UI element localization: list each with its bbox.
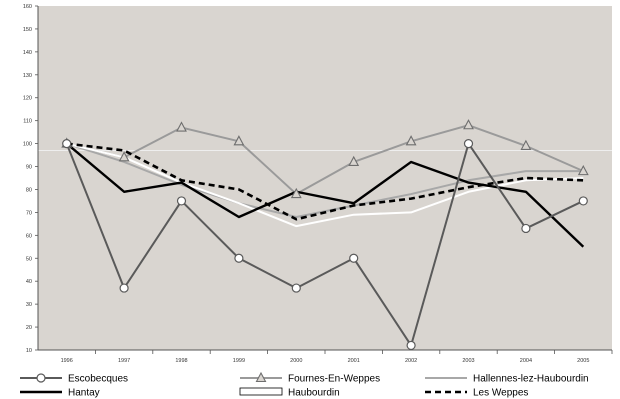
data-point-0-7 xyxy=(463,139,474,149)
series-lines xyxy=(61,119,589,351)
legend-marker xyxy=(36,373,46,383)
data-point-1-1 xyxy=(118,151,130,162)
data-point-0-1 xyxy=(119,283,129,293)
data-point-1-9 xyxy=(577,164,589,176)
legend-item-0: Escobecques xyxy=(20,373,128,385)
legend-item-3: Hantay xyxy=(20,388,100,399)
y-tick-label: 100 xyxy=(23,142,32,148)
x-tick-label: 2004 xyxy=(520,358,532,364)
data-point-1-2 xyxy=(176,121,187,132)
legend-label: Hallennes-lez-Haubourdin xyxy=(473,374,589,385)
y-tick-label: 50 xyxy=(26,256,32,262)
data-point-0-0 xyxy=(62,139,72,149)
data-point-1-8 xyxy=(520,139,532,150)
legend-item-4: Haubourdin xyxy=(239,387,340,399)
legend-swatch xyxy=(239,387,283,396)
legend-item-2: Hallennes-lez-Haubourdin xyxy=(425,374,589,385)
legend-label: Escobecques xyxy=(68,374,128,385)
y-tick-label: 80 xyxy=(26,187,32,193)
legend-label: Haubourdin xyxy=(288,388,340,399)
x-tick-label: 2000 xyxy=(290,358,302,364)
data-point-0-6 xyxy=(406,340,416,351)
series-line-1 xyxy=(66,124,584,196)
data-point-0-2 xyxy=(176,196,187,206)
x-tick-label: 2005 xyxy=(577,358,589,364)
series-line-0 xyxy=(65,142,584,347)
data-point-1-5 xyxy=(348,155,360,166)
y-tick-label: 40 xyxy=(26,279,32,285)
y-tick-label: 20 xyxy=(26,325,32,331)
data-point-0-5 xyxy=(349,253,359,263)
y-tick-label: 130 xyxy=(23,73,32,79)
legend-label: Hantay xyxy=(68,388,100,399)
data-point-1-7 xyxy=(463,119,474,130)
data-point-0-9 xyxy=(578,196,588,206)
data-point-0-8 xyxy=(521,223,531,234)
x-tick-label: 1997 xyxy=(118,358,130,364)
y-tick-label: 10 xyxy=(26,348,32,354)
x-tick-label: 1998 xyxy=(175,358,187,364)
y-tick-label: 160 xyxy=(23,4,32,10)
axes: 10 20 30 40 50 60 70 80 90 100 110 120 130 140 150 160 1… xyxy=(23,4,613,364)
y-tick-label: 60 xyxy=(26,233,32,239)
data-point-0-3 xyxy=(234,253,244,263)
y-tick-label: 150 xyxy=(23,27,32,33)
y-tick-label: 110 xyxy=(23,119,32,125)
data-point-0-4 xyxy=(291,283,301,293)
y-tick-label: 30 xyxy=(26,302,32,308)
legend-item-5: Les Weppes xyxy=(425,388,528,399)
data-point-1-4 xyxy=(290,187,302,199)
y-tick-label: 120 xyxy=(23,96,32,102)
x-tick-label: 1999 xyxy=(233,358,245,364)
x-tick-label: 1996 xyxy=(61,358,73,364)
y-tick-label: 140 xyxy=(23,50,32,56)
data-point-1-3 xyxy=(233,135,245,146)
y-tick-label: 70 xyxy=(26,210,32,216)
legend-label: Fournes-En-Weppes xyxy=(288,374,380,385)
x-tick-label: 2001 xyxy=(348,358,360,364)
legend-label: Les Weppes xyxy=(473,388,528,399)
legend-marker xyxy=(255,371,267,383)
x-tick-label: 2002 xyxy=(405,358,417,364)
data-point-1-6 xyxy=(405,135,417,146)
y-tick-label: 90 xyxy=(26,165,32,171)
series-line-5 xyxy=(66,142,584,221)
x-tick-label: 2003 xyxy=(462,358,474,364)
legend-item-1: Fournes-En-Weppes xyxy=(240,371,380,385)
legend: Escobecques Fournes-En-Weppes Hallennes-le… xyxy=(20,371,589,399)
